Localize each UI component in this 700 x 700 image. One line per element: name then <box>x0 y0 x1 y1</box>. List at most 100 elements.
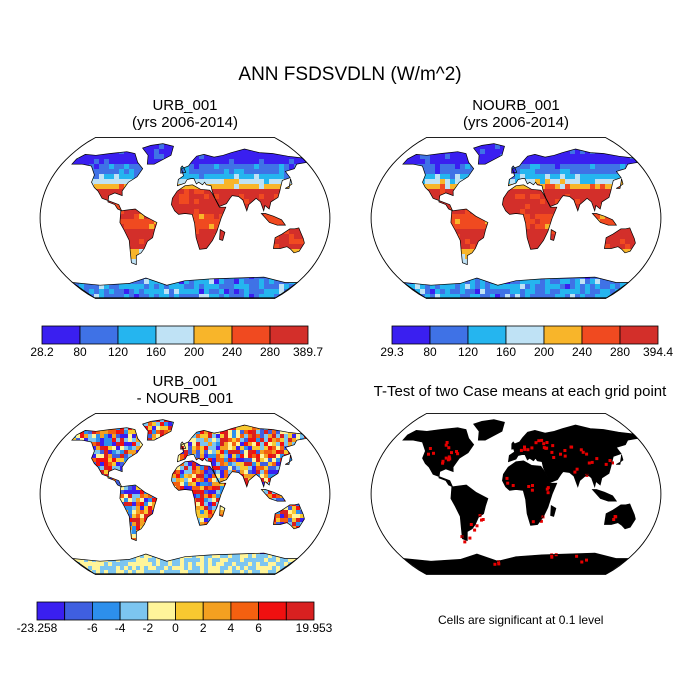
map-cell <box>44 294 49 299</box>
map-cell <box>84 289 89 294</box>
map-cell <box>314 234 319 239</box>
map-cell <box>274 184 279 189</box>
map-cell <box>59 254 64 259</box>
map-cell <box>114 174 119 179</box>
map-cell <box>339 239 344 244</box>
map-cell <box>445 254 450 259</box>
map-cell <box>234 269 239 274</box>
map-cell <box>505 134 510 139</box>
map-cell <box>530 284 535 289</box>
map-cell <box>425 274 430 279</box>
map-cell <box>269 144 274 149</box>
map-cell <box>249 244 254 249</box>
map-cell <box>264 174 269 179</box>
map-cell <box>240 419 244 422</box>
map-cell <box>249 144 254 149</box>
map-cell <box>645 279 650 284</box>
map-cell <box>480 249 485 254</box>
map-cell <box>174 154 179 159</box>
map-cell <box>199 234 204 239</box>
map-cell <box>71 164 74 169</box>
map-cell <box>585 189 590 194</box>
map-cell <box>535 219 540 224</box>
map-cell <box>485 254 490 259</box>
map-cell <box>139 234 144 239</box>
map-cell <box>415 174 420 179</box>
map-cell <box>259 229 264 234</box>
map-cell <box>445 294 450 298</box>
map-cell <box>69 299 74 304</box>
map-cell <box>670 149 675 154</box>
map-cell <box>520 134 525 139</box>
map-cell <box>450 164 455 169</box>
map-cell <box>224 184 229 189</box>
map-cell <box>99 154 104 159</box>
map-cell <box>344 418 348 422</box>
map-cell <box>144 294 149 298</box>
map-cell <box>575 239 580 244</box>
map-cell <box>214 239 219 244</box>
map-cell <box>179 274 184 279</box>
map-cell <box>435 143 440 144</box>
map-cell <box>465 189 470 194</box>
map-cell <box>164 234 169 239</box>
map-cell <box>249 159 254 164</box>
map-cell <box>485 299 490 304</box>
map-cell <box>71 144 74 149</box>
map-cell <box>665 204 670 209</box>
map-cell <box>600 224 605 229</box>
map-cell <box>590 143 595 144</box>
map-cell <box>665 214 670 219</box>
map-cell <box>525 209 530 214</box>
map-cell <box>179 154 184 159</box>
map-cell <box>314 144 319 149</box>
map-cell <box>139 254 144 259</box>
map-cell <box>344 154 349 159</box>
map-cell <box>34 139 39 144</box>
map-cell <box>319 144 324 149</box>
map-cell <box>410 184 415 189</box>
map-cell <box>465 229 470 234</box>
map-cell <box>390 149 395 154</box>
map-cell <box>59 294 64 299</box>
map-cell <box>490 289 495 294</box>
map-cell <box>214 204 219 209</box>
map-cell <box>320 426 324 430</box>
map-cell <box>595 169 600 174</box>
map-cell <box>440 144 445 149</box>
map-cell <box>545 244 550 249</box>
map-cell <box>670 249 675 254</box>
map-cell <box>79 134 84 139</box>
map-cell <box>530 239 535 244</box>
map-cell <box>375 154 380 159</box>
map-cell <box>109 154 114 159</box>
map-cell <box>655 224 660 229</box>
map-cell <box>164 264 169 269</box>
map-cell <box>665 159 670 164</box>
map-cell <box>174 164 179 169</box>
map-cell <box>44 414 48 418</box>
map-cell <box>600 194 605 199</box>
map-cell <box>209 169 214 174</box>
map-cell <box>385 289 390 294</box>
map-cell <box>244 289 249 294</box>
map-cell <box>425 199 430 204</box>
map-cell <box>244 414 248 418</box>
map-cell <box>24 279 29 284</box>
map-cell <box>199 299 204 304</box>
map-cell <box>355 194 360 199</box>
map-cell <box>124 194 129 199</box>
map-cell <box>154 149 159 154</box>
map-cell <box>650 169 655 174</box>
map-cell <box>575 154 580 159</box>
map-cell <box>425 159 430 164</box>
map-cell <box>375 194 380 199</box>
map-cell <box>334 249 339 254</box>
map-cell <box>435 179 440 184</box>
map-cell <box>390 209 395 214</box>
map-cell <box>184 159 189 164</box>
map-cell <box>365 269 370 274</box>
map-cell <box>490 254 495 259</box>
map-cell <box>445 179 450 184</box>
map-cell <box>460 174 465 179</box>
